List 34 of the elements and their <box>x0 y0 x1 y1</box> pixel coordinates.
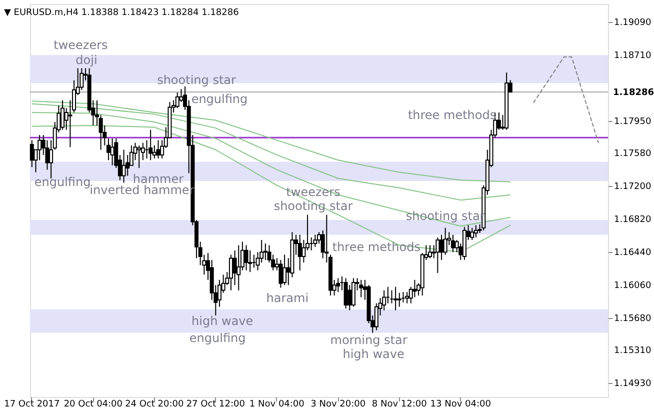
x-tick-label: 27 Oct 12:00 <box>186 400 246 410</box>
annotation: high wave <box>342 347 404 361</box>
annotation: hammer <box>132 172 184 186</box>
y-tick-label: 1.15310 <box>614 346 652 356</box>
x-tick-label: 1 Nov 04:00 <box>249 400 305 410</box>
annotation: high wave <box>192 314 254 328</box>
y-tick-label: 1.14930 <box>614 379 652 390</box>
annotation: morning star <box>330 333 408 347</box>
y-tick-label: 1.18710 <box>614 51 652 62</box>
x-tick-label: 17 Oct 2017 <box>4 400 60 410</box>
x-tick-label: 20 Oct 04:00 <box>64 400 123 410</box>
annotation: doji <box>76 53 98 67</box>
y-tick-label: 1.16440 <box>614 248 652 258</box>
annotation: harami <box>266 291 309 305</box>
annotation: engulfing <box>191 92 248 106</box>
annotation: shooting star <box>157 73 236 87</box>
x-tick-label: 3 Nov 20:00 <box>310 400 366 410</box>
y-tick-label: 1.17580 <box>614 149 652 160</box>
annotation: engulfing <box>34 175 91 189</box>
y-tick-label: 1.16060 <box>614 281 652 292</box>
x-tick-label: 8 Nov 12:00 <box>372 400 428 410</box>
x-tick-label: 13 Nov 04:00 <box>430 400 492 410</box>
ref-line-label: 1.18286 <box>613 88 654 98</box>
y-tick-label: 1.15680 <box>614 314 652 324</box>
annotation: tweezers <box>54 38 108 52</box>
annotation: engulfing <box>189 331 246 345</box>
annotation: shooting star <box>274 199 353 213</box>
y-tick-label: 1.16820 <box>614 215 652 226</box>
y-tick-label: 1.17950 <box>614 117 652 128</box>
x-tick-label: 24 Oct 20:00 <box>125 400 184 410</box>
annotation: three methods <box>332 240 420 254</box>
y-tick-label: 1.17200 <box>614 182 652 192</box>
chart-title: ▼ EURUSD.m,H4 1.18388 1.18423 1.18284 1.18286 <box>4 8 240 18</box>
y-tick-label: 1.19090 <box>614 18 652 28</box>
